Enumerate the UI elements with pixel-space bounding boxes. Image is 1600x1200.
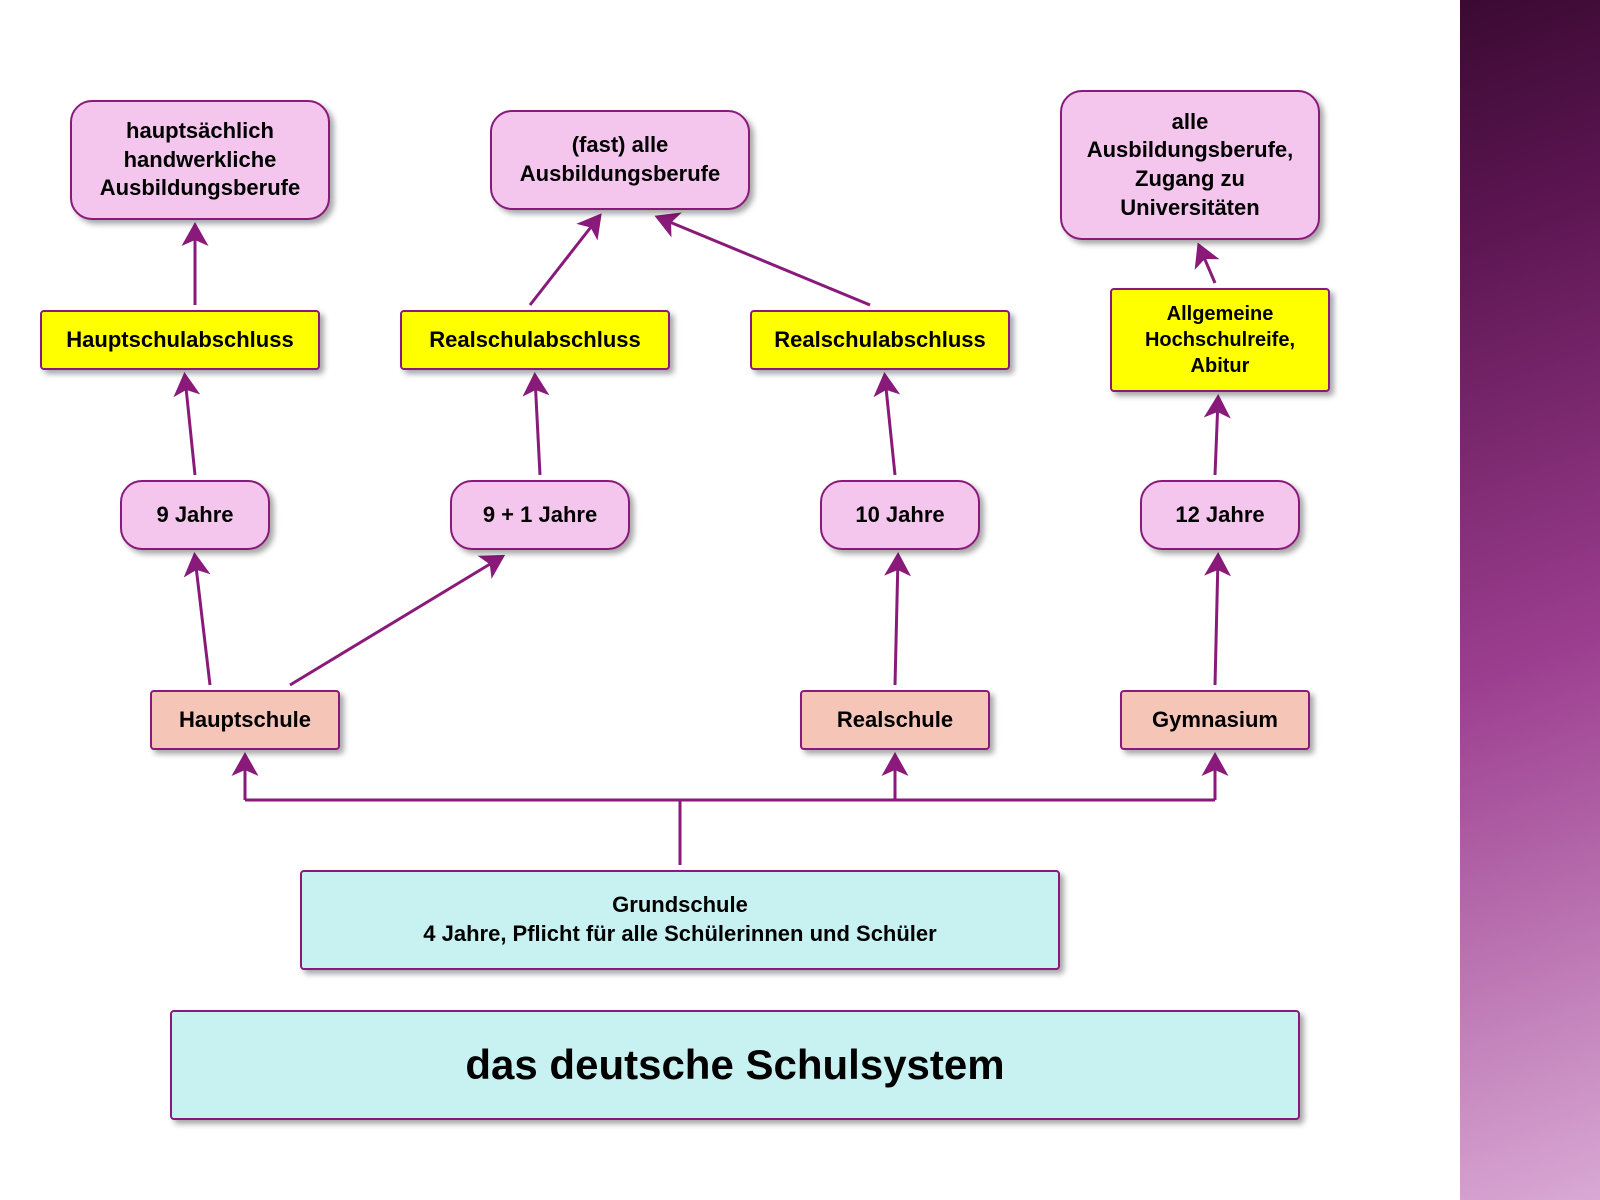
cert-hauptschulabschluss: Hauptschulabschluss bbox=[40, 310, 320, 370]
years-12: 12 Jahre bbox=[1140, 480, 1300, 550]
outcome-gymnasium: alle Ausbildungsberufe, Zugang zu Univer… bbox=[1060, 90, 1320, 240]
years3-to-cert3 bbox=[885, 378, 895, 475]
school1-to-years1 bbox=[195, 558, 210, 685]
school2-to-years3 bbox=[895, 558, 898, 685]
school1-to-years2 bbox=[290, 558, 500, 685]
school-hauptschule: Hauptschule bbox=[150, 690, 340, 750]
school-gymnasium: Gymnasium bbox=[1120, 690, 1310, 750]
outcome-realschule: (fast) alle Ausbildungsberufe bbox=[490, 110, 750, 210]
outcome-hauptschule: hauptsächlich handwerkliche Ausbildungsb… bbox=[70, 100, 330, 220]
sidebar-gradient bbox=[1460, 0, 1600, 1200]
school3-to-years4 bbox=[1215, 558, 1218, 685]
grundschule-line2: 4 Jahre, Pflicht für alle Schülerinnen u… bbox=[423, 920, 936, 949]
cert3-to-outcome2 bbox=[660, 218, 870, 305]
years2-to-cert2 bbox=[535, 378, 540, 475]
cert-realschulabschluss-2: Realschulabschluss bbox=[750, 310, 1010, 370]
diagram-title: das deutsche Schulsystem bbox=[170, 1010, 1300, 1120]
years-10: 10 Jahre bbox=[820, 480, 980, 550]
cert-abitur: Allgemeine Hochschulreife, Abitur bbox=[1110, 288, 1330, 392]
cert2-to-outcome2 bbox=[530, 218, 598, 305]
years-9plus1: 9 + 1 Jahre bbox=[450, 480, 630, 550]
diagram-canvas: hauptsächlich handwerkliche Ausbildungsb… bbox=[0, 0, 1460, 1200]
cert-realschulabschluss-1: Realschulabschluss bbox=[400, 310, 670, 370]
years4-to-cert4 bbox=[1215, 400, 1218, 475]
years1-to-cert1 bbox=[185, 378, 195, 475]
years-9: 9 Jahre bbox=[120, 480, 270, 550]
school-realschule: Realschule bbox=[800, 690, 990, 750]
grundschule-line1: Grundschule bbox=[423, 891, 936, 920]
cert4-to-outcome3 bbox=[1200, 248, 1215, 283]
grundschule-box: Grundschule 4 Jahre, Pflicht für alle Sc… bbox=[300, 870, 1060, 970]
